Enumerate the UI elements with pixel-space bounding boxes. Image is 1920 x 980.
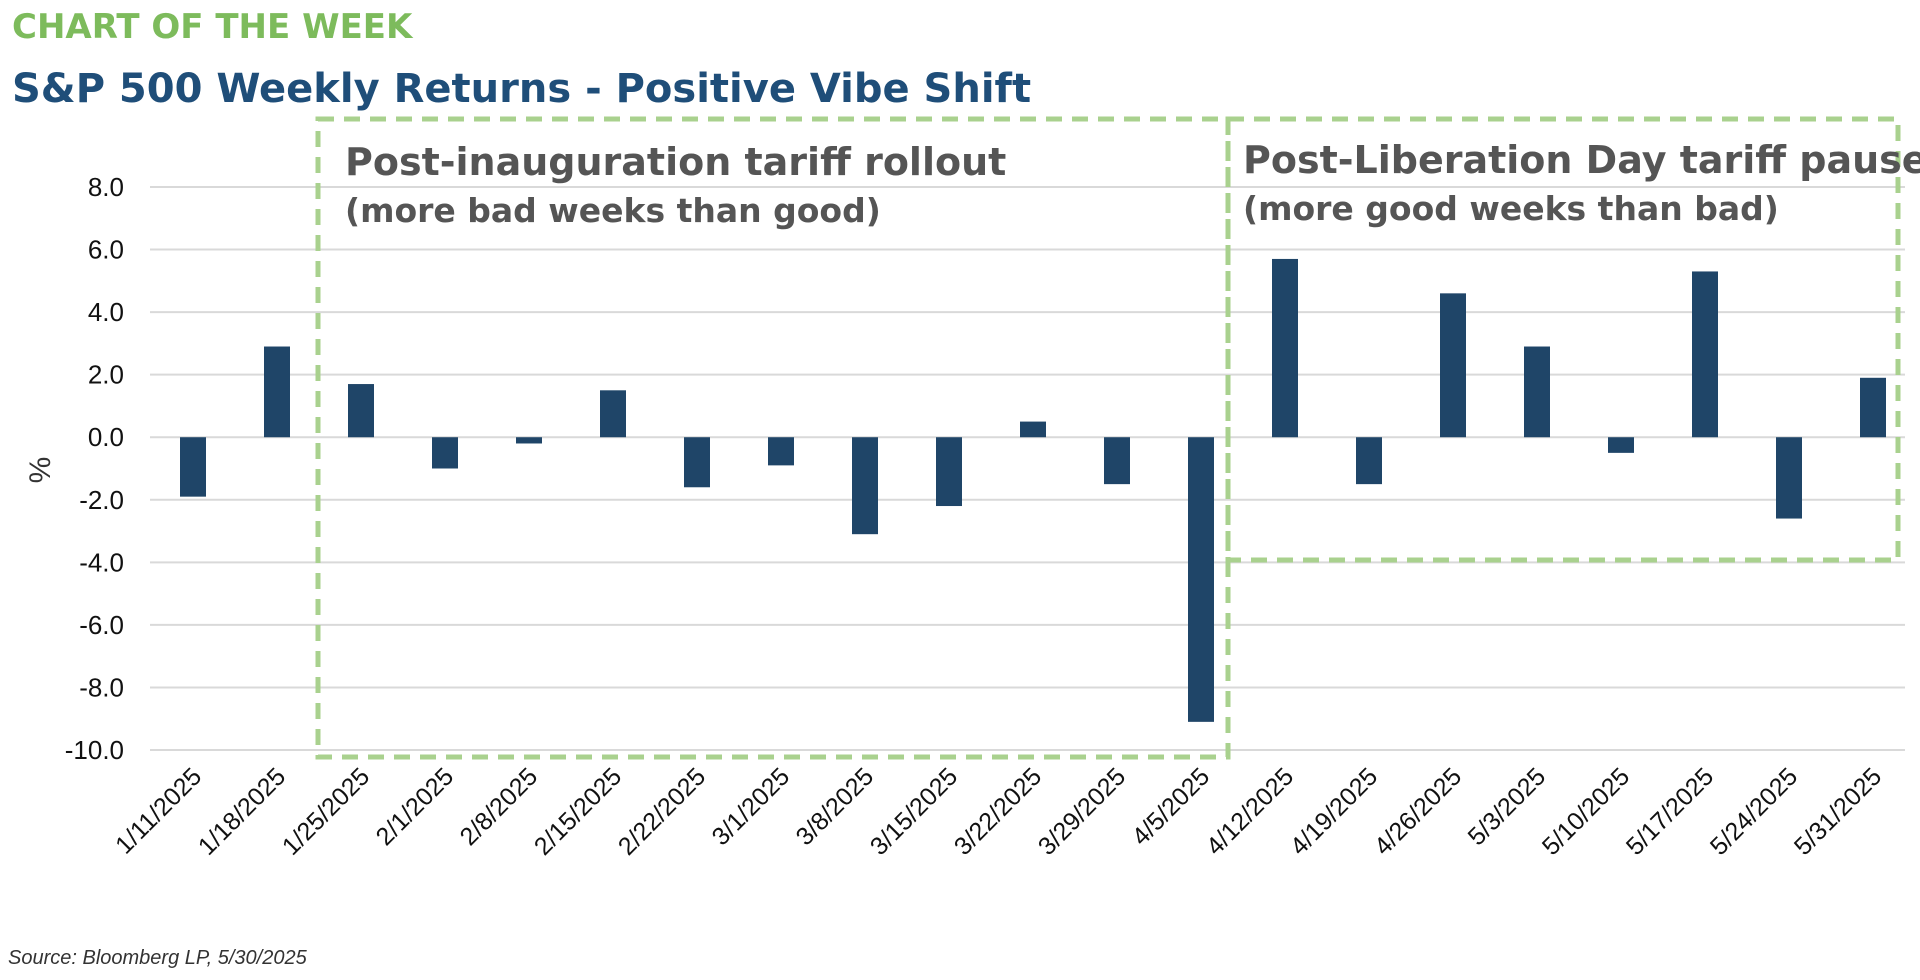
bar-3-29-2025 (1104, 437, 1130, 485)
bar-2-8-2025 (516, 437, 542, 444)
bar-5-10-2025 (1608, 437, 1634, 453)
annotation-right-title: Post-Liberation Day tariff pause (1243, 138, 1920, 182)
x-tick-label: 1/11/2025 (110, 762, 207, 859)
bars (180, 258, 1886, 722)
x-tick-label: 5/10/2025 (1537, 762, 1635, 860)
y-tick-label: 4.0 (88, 297, 124, 327)
bar-3-15-2025 (936, 437, 962, 507)
x-tick-label: 2/8/2025 (455, 762, 544, 851)
y-tick-label: -4.0 (79, 547, 124, 577)
y-tick-label: 8.0 (88, 172, 124, 202)
annotation-right-subtitle: (more good weeks than bad) (1243, 189, 1779, 228)
bar-2-15-2025 (600, 390, 626, 438)
bar-5-24-2025 (1776, 437, 1802, 519)
x-axis-ticks: 1/11/20251/18/20251/25/20252/1/20252/8/2… (110, 762, 1887, 860)
y-tick-label: 0.0 (88, 422, 124, 452)
y-tick-label: 2.0 (88, 360, 124, 390)
bar-3-22-2025 (1020, 421, 1046, 438)
x-tick-label: 2/15/2025 (529, 762, 627, 860)
x-tick-label: 2/22/2025 (613, 762, 711, 860)
bar-3-8-2025 (852, 437, 878, 535)
bar-4-19-2025 (1356, 437, 1382, 485)
x-tick-label: 3/15/2025 (865, 762, 963, 860)
y-tick-label: -8.0 (79, 672, 124, 702)
x-tick-label: 5/3/2025 (1463, 762, 1552, 851)
chart-title: S&P 500 Weekly Returns - Positive Vibe S… (12, 66, 1031, 112)
x-tick-label: 1/18/2025 (193, 762, 291, 860)
bar-5-17-2025 (1692, 271, 1718, 438)
x-tick-label: 5/24/2025 (1705, 762, 1803, 860)
bar-4-12-2025 (1272, 258, 1298, 438)
x-tick-label: 3/8/2025 (791, 762, 880, 851)
x-tick-label: 5/17/2025 (1621, 762, 1719, 860)
x-tick-label: 4/5/2025 (1127, 762, 1216, 851)
y-tick-label: -2.0 (79, 485, 124, 515)
bar-1-25-2025 (348, 384, 374, 438)
bar-5-3-2025 (1524, 346, 1550, 438)
y-tick-label: 6.0 (88, 235, 124, 265)
x-tick-label: 4/19/2025 (1285, 762, 1383, 860)
y-tick-label: -10.0 (65, 735, 124, 765)
bar-3-1-2025 (768, 437, 794, 466)
x-tick-label: 5/31/2025 (1789, 762, 1887, 860)
x-tick-label: 3/1/2025 (707, 762, 796, 851)
bar-2-22-2025 (684, 437, 710, 488)
bar-2-1-2025 (432, 437, 458, 469)
source-note: Source: Bloomberg LP, 5/30/2025 (8, 947, 308, 969)
y-tick-label: -6.0 (79, 610, 124, 640)
annotation-box-right (1225, 116, 1901, 563)
bar-1-18-2025 (264, 346, 290, 438)
chart-kicker: CHART OF THE WEEK (12, 7, 414, 47)
x-tick-label: 3/29/2025 (1033, 762, 1131, 860)
gridlines (150, 186, 1905, 751)
x-tick-label: 4/26/2025 (1369, 762, 1467, 860)
x-tick-label: 3/22/2025 (949, 762, 1047, 860)
annotation-left-title: Post-inauguration tariff rollout (345, 140, 1006, 184)
annotation-left-subtitle: (more bad weeks than good) (345, 191, 881, 230)
bar-4-26-2025 (1440, 293, 1466, 438)
bar-1-11-2025 (180, 437, 206, 497)
x-tick-label: 1/25/2025 (277, 762, 375, 860)
y-axis-ticks: 8.0 6.0 4.0 2.0 0.0 -2.0 -4.0 -6.0 -8.0 -10.0 (65, 172, 124, 765)
x-tick-label: 2/1/2025 (371, 762, 460, 851)
y-axis-label: % (24, 457, 57, 484)
x-tick-label: 4/12/2025 (1201, 762, 1299, 860)
bar-5-31-2025 (1860, 377, 1886, 438)
bar-4-5-2025 (1188, 437, 1214, 722)
